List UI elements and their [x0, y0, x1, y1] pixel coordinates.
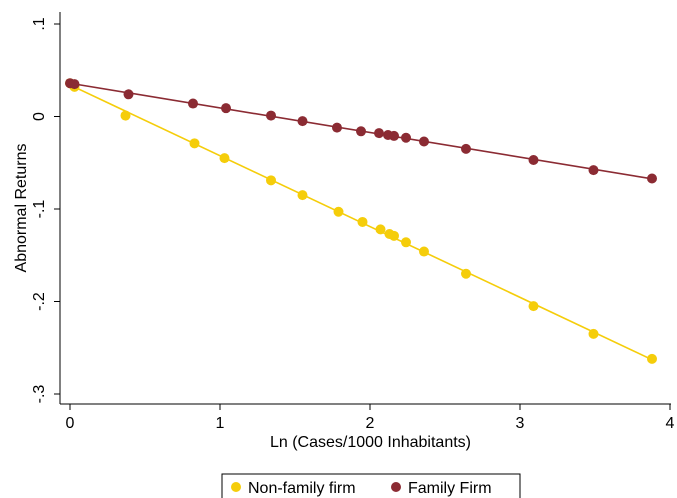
data-point-series-1	[332, 122, 342, 133]
data-point-series-1	[389, 130, 399, 141]
legend-marker-1	[391, 482, 401, 492]
data-point-series-1	[401, 132, 411, 143]
y-tick-label: -.2	[31, 292, 48, 311]
data-point-series-0	[419, 246, 429, 257]
legend-marker-0	[231, 482, 241, 492]
data-point-series-1	[374, 128, 384, 139]
data-point-series-0	[588, 328, 599, 339]
data-point-series-0	[266, 175, 276, 186]
data-point-series-1	[69, 79, 80, 90]
data-point-series-1	[221, 103, 231, 114]
data-point-series-0	[528, 301, 539, 312]
legend-label-0: Non-family firm	[248, 480, 356, 497]
legend-label-1: Family Firm	[408, 480, 492, 497]
data-point-series-0	[297, 190, 308, 201]
data-point-series-1	[266, 110, 276, 121]
data-point-series-1	[297, 116, 308, 127]
x-tick-label: 3	[516, 415, 525, 432]
x-tick-label: 2	[366, 415, 375, 432]
plot-area	[65, 78, 657, 364]
legend-box	[221, 473, 521, 498]
x-tick-label: 4	[666, 415, 675, 432]
x-axis-title: Ln (Cases/1000 Inhabitants)	[270, 434, 471, 451]
data-point-series-0	[189, 138, 200, 149]
data-point-series-0	[333, 206, 344, 217]
data-point-series-1	[588, 165, 599, 176]
y-tick-label: -.1	[31, 200, 48, 219]
x-tick-label: 0	[66, 415, 75, 432]
data-point-series-1	[123, 89, 134, 100]
data-point-series-0	[120, 110, 131, 121]
data-point-series-0	[647, 353, 657, 364]
data-point-series-0	[461, 268, 471, 279]
data-point-series-1	[419, 136, 429, 147]
x-tick-label: 1	[216, 415, 225, 432]
y-tick-label: -.3	[31, 385, 48, 404]
data-point-series-1	[356, 126, 366, 137]
y-tick-label: .1	[31, 17, 48, 30]
data-point-series-0	[219, 153, 230, 164]
axes: 0 1 2 3 4 -.3 -.2 -.1 0 .1	[31, 12, 675, 432]
legend: Non-family firm Family Firm	[221, 473, 521, 498]
data-point-series-1	[188, 98, 198, 109]
data-point-series-1	[647, 173, 657, 184]
data-point-series-0	[389, 230, 399, 241]
data-point-series-0	[375, 224, 386, 235]
data-point-series-0	[401, 237, 411, 248]
y-axis-title: Abnormal Returns	[13, 144, 30, 273]
y-tick-label: 0	[31, 112, 48, 121]
data-point-series-1	[461, 143, 471, 154]
data-point-series-0	[357, 216, 368, 227]
data-point-series-1	[528, 154, 539, 165]
